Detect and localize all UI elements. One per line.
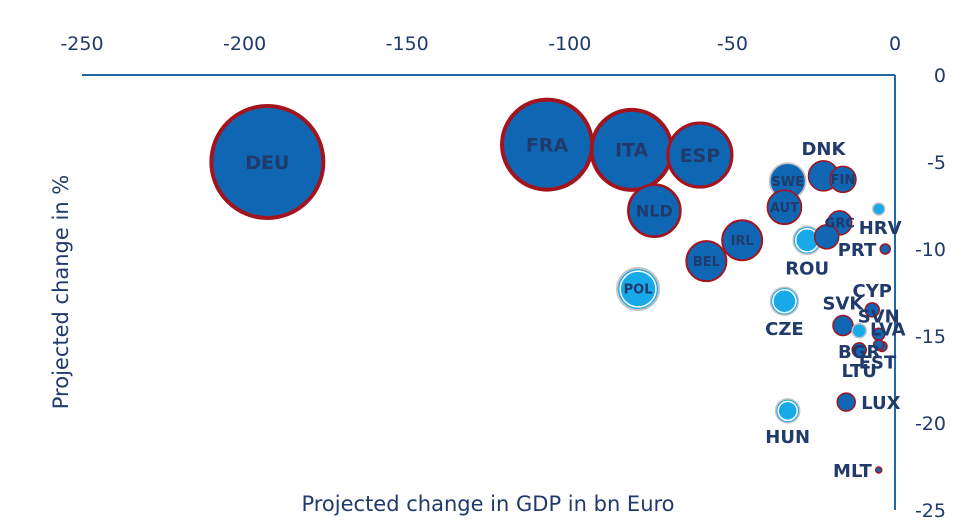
bubble [832,314,854,337]
bubble-label: HUN [765,427,810,448]
x-tick-label: -150 [386,33,429,55]
bubble [774,398,801,424]
x-tick-label: -200 [223,33,266,55]
x-tick-label: -50 [717,33,748,55]
bubble [813,224,840,250]
y-tick-label: -10 [915,239,946,261]
x-tick-labels: -250 -200 -150 -100 -50 0 [60,33,901,55]
y-tick-labels: 0 -5 -10 -15 -20 -25 [915,65,946,522]
y-axis-title: Projected change in % [49,175,73,410]
axes [82,74,896,510]
bubble-inner-ring [619,270,657,308]
bubble [627,183,682,239]
x-tick-label: -250 [60,33,103,55]
bubble-label: IRL [731,234,754,249]
bubble-label: POL [624,283,653,298]
bubble-label: SWE [771,175,804,190]
bubble-label: PRT [838,240,877,261]
bubble-inner-ring [772,288,797,314]
y-tick-label: -20 [915,413,946,435]
bubble-label: DEU [245,152,289,174]
bubble [851,342,867,358]
bubble [721,219,764,262]
bubble-label: NLD [636,202,673,221]
x-tick-label: 0 [889,33,901,55]
bubble-label: BGR [838,342,880,363]
bubble-label: CZE [765,319,804,340]
bubble [666,121,734,189]
bubble-label: LVA [870,319,906,340]
bubble [872,338,885,351]
bubble-label: ROU [785,258,829,279]
bubble-label: BEL [693,255,720,270]
x-axis-title: Projected change in GDP in bn Euro [301,492,674,516]
bubble-label: AUT [770,201,799,216]
bubble-label: SVN [858,306,900,327]
bubble-label: ITA [615,140,649,162]
bubble-label: MLT [833,461,872,482]
bubble [769,286,800,316]
y-tick-label: -15 [915,326,946,348]
bubble-label: GRC [825,217,855,232]
bubbles [209,97,891,474]
bubble [209,104,326,220]
y-tick-label: -25 [915,500,946,522]
y-tick-label: -5 [927,152,946,174]
bubble-label: FRA [526,134,569,156]
bubble [829,165,857,194]
bubble-label: EST [859,353,897,374]
bubble [879,243,891,255]
bubble-inner-ring [777,400,798,422]
y-tick-label: 0 [934,65,946,87]
bubble-label: LTU [842,361,877,382]
x-tick-label: -100 [548,33,591,55]
bubble [871,202,886,216]
bubble-label: ESP [680,145,721,167]
bubble-label: SVK [823,294,865,315]
bubble-label: HRV [859,218,902,239]
bubble [766,189,803,226]
bubble [851,323,867,339]
bubble-label: LUX [861,393,900,414]
bubble [836,392,856,412]
bubble-label: FIN [831,173,856,188]
bubble [685,240,728,283]
bubble-label: DNK [801,139,846,160]
bubble [874,466,883,474]
bubble [616,266,661,312]
bubble-labels: DEU FRA ITA ESP NLD IRL BEL POL SWE AUT DNK FIN GRC R… [245,134,905,482]
bubble [864,302,880,318]
bubble-label: CYP [853,281,892,302]
